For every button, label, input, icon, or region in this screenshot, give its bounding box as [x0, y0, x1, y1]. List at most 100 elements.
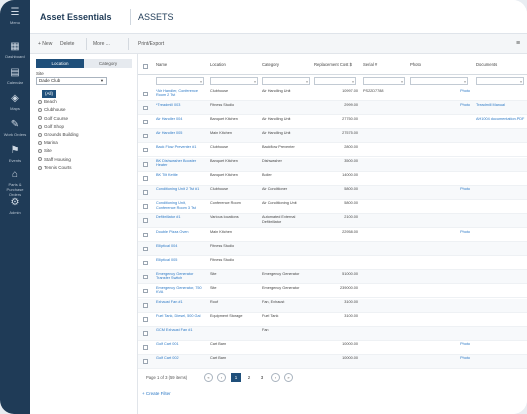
column-header-photo[interactable]: Photo	[410, 62, 421, 67]
row-checkbox[interactable]	[143, 218, 148, 223]
cell-name[interactable]: BK Tilt Kettle	[156, 173, 178, 178]
nav-item-wrench[interactable]: ✎ Work Orders	[0, 118, 30, 144]
cell-name[interactable]: Conditioning Unit 2 Tst #1	[156, 187, 200, 192]
cell-name[interactable]: Air Handler 005	[156, 130, 183, 135]
more-button[interactable]: More ...	[93, 41, 110, 47]
location-item[interactable]: Clubhouse	[38, 106, 66, 114]
location-item[interactable]: Grounds Building	[38, 131, 79, 139]
cell-photo[interactable]: Photo	[460, 229, 470, 234]
row-checkbox[interactable]	[143, 345, 148, 350]
cell-name[interactable]: *Air Handler, Conference Room 2 Tst	[156, 88, 198, 97]
table-row[interactable]: BK Dishwasher Booster Heater Banquet Kitc…	[138, 157, 527, 172]
filter-input-category[interactable]: ▿	[262, 77, 310, 85]
filter-input-location[interactable]: ▿	[210, 77, 258, 85]
cell-name[interactable]: Defibrillator #1	[156, 215, 181, 220]
filter-icon[interactable]: ▿	[253, 79, 256, 84]
row-checkbox[interactable]	[143, 317, 148, 322]
column-header-serial[interactable]: Serial #	[363, 62, 378, 67]
cell-name[interactable]: *Treadmill 003	[156, 102, 181, 107]
print-export-button[interactable]: Print/Export	[138, 41, 165, 47]
table-row[interactable]: Emergency Generator, 750 KVA Site Emergenc…	[138, 284, 527, 299]
cell-photo[interactable]: Photo	[460, 102, 470, 107]
filter-icon[interactable]: ▿	[305, 79, 308, 84]
prev-page-button[interactable]: ‹	[217, 373, 226, 382]
new-button[interactable]: + New	[38, 41, 53, 47]
filter-input-cost[interactable]: ▿	[314, 77, 356, 85]
cell-photo[interactable]: Photo	[460, 342, 470, 347]
table-row[interactable]: Back Flow Preventer #1 Clubhouse Backflow …	[138, 143, 527, 158]
location-item[interactable]: Golf Shop	[38, 123, 64, 131]
row-checkbox[interactable]	[143, 190, 148, 195]
location-item[interactable]: Golf Course	[38, 115, 68, 123]
row-checkbox[interactable]	[143, 162, 148, 167]
location-item[interactable]: Site	[38, 147, 52, 155]
cell-name[interactable]: Conditioning Unit, Conference Room 3 Tst	[156, 201, 196, 210]
cell-name[interactable]: BK Dishwasher Booster Heater	[156, 159, 197, 168]
page-3-button[interactable]: 3	[260, 375, 264, 380]
cell-name[interactable]: Fuel Tank, Diesel, 500 Gal	[156, 314, 201, 319]
cell-name[interactable]: Golf Cart 002	[156, 356, 179, 361]
table-row[interactable]: Golf Cart 002 Cart Barn 10000.00 Photo	[138, 354, 527, 369]
row-checkbox[interactable]	[143, 246, 148, 252]
row-checkbox[interactable]	[143, 147, 148, 153]
grid-menu-icon[interactable]: ≡	[516, 40, 521, 47]
filter-input-serial[interactable]: ▿	[363, 77, 405, 85]
table-row[interactable]: Elliptical 005 Fitness Studio	[138, 256, 527, 271]
nav-item-gear[interactable]: ⚙ Admin	[0, 196, 30, 222]
filter-icon[interactable]: ▿	[199, 79, 202, 84]
row-checkbox[interactable]	[143, 274, 148, 280]
table-row[interactable]: Conditioning Unit, Conference Room 3 Tst…	[138, 200, 527, 214]
cell-docs[interactable]: Treadmill Manual	[476, 102, 505, 107]
cell-photo[interactable]: Photo	[460, 88, 470, 93]
column-header-cost[interactable]: Replacement Cost $	[314, 62, 352, 67]
table-row[interactable]: Exhaust Fan #1 Roof Fan, Exhaust 3100.00	[138, 298, 527, 313]
cell-docs[interactable]: AH1004 documentation.PDF	[476, 116, 525, 121]
row-checkbox[interactable]	[143, 119, 148, 125]
table-row[interactable]: Elliptical 004 Fitness Studio	[138, 242, 527, 257]
cell-name[interactable]: Elliptical 004	[156, 243, 178, 248]
table-row[interactable]: Golf Cart 001 Cart Barn 10000.00 Photo	[138, 341, 527, 355]
filter-icon[interactable]: ▿	[400, 79, 403, 84]
location-item[interactable]: Tennis Courts	[38, 164, 72, 172]
tab-category[interactable]: Category	[84, 59, 132, 68]
location-item[interactable]: Marina	[38, 139, 58, 147]
table-row[interactable]: Conditioning Unit 2 Tst #1 Clubhouse Air C…	[138, 185, 527, 200]
table-row[interactable]: *Air Handler, Conference Room 2 Tst Clubh…	[138, 87, 527, 102]
row-checkbox[interactable]	[143, 331, 148, 336]
location-item[interactable]: Staff Housing	[38, 156, 71, 164]
table-row[interactable]: Air Handler 004 Banquet Kitchen Air Handli…	[138, 115, 527, 130]
row-checkbox[interactable]	[143, 288, 148, 294]
filter-input-photo[interactable]: ▿	[410, 77, 468, 85]
row-checkbox[interactable]	[143, 176, 148, 181]
nav-item-menu[interactable]: ☰ Menu	[0, 6, 30, 32]
page-1-button[interactable]: 1	[231, 373, 241, 382]
row-checkbox[interactable]	[143, 91, 148, 96]
cell-photo[interactable]: Photo	[460, 356, 470, 361]
table-row[interactable]: Fuel Tank, Diesel, 500 Gal Equipment Stor…	[138, 313, 527, 327]
row-checkbox[interactable]	[143, 105, 148, 111]
table-row[interactable]: Double Pizza Oven Main Kitchen 22958.00 Pho…	[138, 228, 527, 243]
row-checkbox[interactable]	[143, 232, 148, 237]
cell-photo[interactable]: Photo	[460, 187, 470, 192]
site-select[interactable]: Dade Club ▼	[36, 77, 107, 85]
cell-name[interactable]: Exhaust Fan #1	[156, 300, 183, 304]
column-header-location[interactable]: Location	[210, 62, 226, 67]
row-checkbox[interactable]	[143, 204, 148, 209]
row-checkbox[interactable]	[143, 303, 148, 308]
table-row[interactable]: Air Handler 005 Main Kitchen Air Handling …	[138, 129, 527, 144]
create-filter-link[interactable]: + Create Filter	[142, 391, 171, 396]
nav-item-calendar[interactable]: ▤ Calendar	[0, 66, 30, 92]
cell-name[interactable]: GCM Exhaust Fan #1	[156, 328, 193, 333]
cell-name[interactable]: Double Pizza Oven	[156, 229, 189, 234]
row-checkbox[interactable]	[143, 260, 148, 266]
row-checkbox[interactable]	[143, 133, 148, 139]
filter-input-docs[interactable]: ▿	[476, 77, 524, 85]
cell-name[interactable]: Back Flow Preventer #1	[156, 144, 197, 149]
cell-name[interactable]: Golf Cart 001	[156, 342, 179, 347]
table-row[interactable]: *Treadmill 003 Fitness Studio 2999.00 Photo…	[138, 101, 527, 116]
table-row[interactable]: GCM Exhaust Fan #1 Fan	[138, 326, 527, 341]
column-header-category[interactable]: Category	[262, 62, 279, 67]
filter-icon[interactable]: ▿	[351, 79, 354, 84]
nav-item-events[interactable]: ⚑ Events	[0, 144, 30, 170]
filter-input-name[interactable]: ▿	[156, 77, 204, 85]
